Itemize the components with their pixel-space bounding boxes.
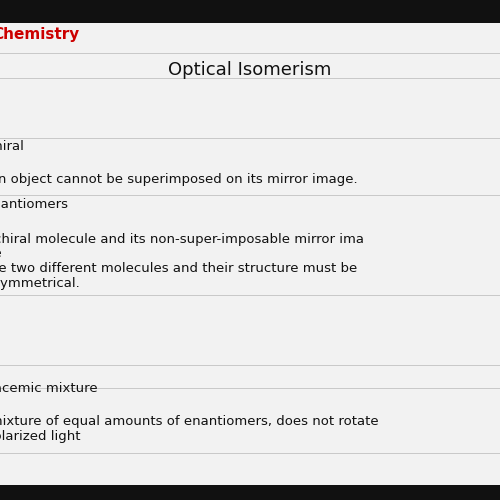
FancyBboxPatch shape xyxy=(0,0,500,22)
Text: Chemistry: Chemistry xyxy=(0,28,80,42)
Text: -an object cannot be superimposed on its mirror image.: -an object cannot be superimposed on its… xyxy=(0,172,358,186)
FancyBboxPatch shape xyxy=(0,485,500,500)
Text: Chiral: Chiral xyxy=(0,140,24,152)
Text: Optical Isomerism: Optical Isomerism xyxy=(168,61,332,79)
Text: Racemic mixture: Racemic mixture xyxy=(0,382,98,395)
Text: ▪chiral molecule and its non-super-imposable mirror ima
ge
are two different mol: ▪chiral molecule and its non-super-impos… xyxy=(0,232,364,290)
Text: -mixture of equal amounts of enantiomers, does not rotate
polarized light: -mixture of equal amounts of enantiomers… xyxy=(0,415,378,443)
Text: Enantiomers: Enantiomers xyxy=(0,198,69,211)
